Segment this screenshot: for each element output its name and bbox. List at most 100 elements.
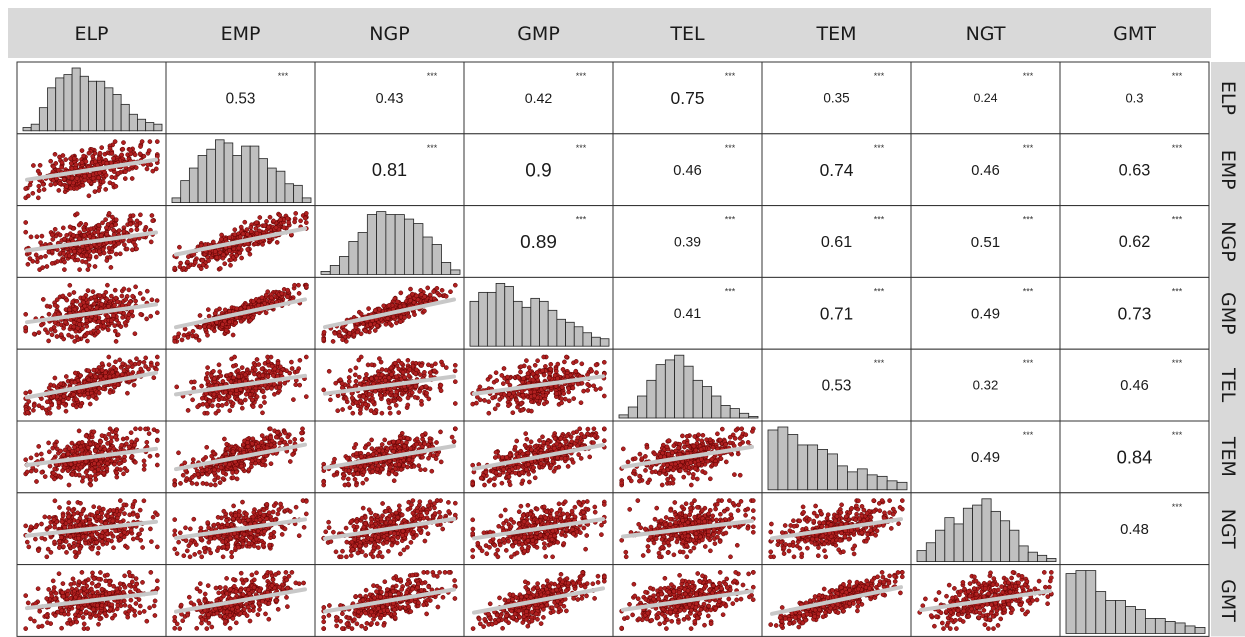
scatter-point [83, 433, 89, 439]
scatter-point [71, 156, 77, 161]
correlation-value: 0.62 [1119, 233, 1151, 251]
scatter-point [23, 186, 29, 191]
scatter-point [56, 188, 62, 193]
scatter-point [35, 168, 41, 174]
scatter-point [100, 465, 105, 471]
scatter-point [40, 297, 46, 302]
scatter-point [249, 464, 254, 470]
scatter-point [482, 398, 487, 403]
column-strip-label: GMP [517, 23, 560, 45]
scatter-point [347, 368, 353, 373]
scatter-point [128, 227, 134, 233]
scatter-point [474, 400, 479, 406]
scatter-point [60, 225, 66, 231]
scatter-point [123, 169, 128, 174]
scatter-point [142, 462, 147, 468]
scatter-point [397, 397, 403, 402]
scatter-point [61, 176, 67, 182]
scatter-point [192, 379, 197, 385]
significance-stars: *** [874, 358, 885, 368]
scatter-point [285, 294, 290, 300]
scatter-point [90, 175, 96, 181]
scatter-point [409, 291, 415, 297]
scatter-point [75, 447, 81, 453]
scatter-point [71, 290, 77, 295]
scatter-point [81, 227, 87, 233]
scatter-point [48, 182, 54, 188]
histogram-bar [431, 244, 442, 275]
scatter-point [287, 370, 293, 376]
scatter-point [46, 311, 52, 317]
scatter-point [56, 400, 62, 405]
histogram-bar [30, 123, 40, 132]
scatter-point [358, 331, 364, 337]
scatter-point [84, 252, 89, 258]
significance-stars: *** [427, 143, 438, 153]
histogram-bar [180, 180, 190, 203]
scatter-point [210, 239, 216, 245]
scatter-point [192, 260, 198, 265]
scatter-point [227, 319, 232, 325]
scatter-point [591, 383, 597, 389]
scatter-point [236, 379, 242, 384]
scatter-point [146, 148, 152, 153]
scatter-point [67, 224, 73, 230]
scatter-point [86, 395, 91, 400]
scatter-point [258, 403, 263, 409]
cell-GMP-TEL: 0.41*** [612, 276, 763, 350]
scatter-point [230, 401, 236, 406]
scatter-point [501, 366, 507, 371]
scatter-point [99, 145, 105, 150]
scatter-point [58, 474, 64, 480]
scatter-point [271, 218, 276, 224]
scatter-point [291, 397, 296, 402]
scatter-point [546, 375, 552, 381]
scatter-point [97, 293, 103, 298]
scatter-point [91, 301, 97, 307]
scatter-point [193, 333, 199, 339]
histogram-bar [249, 145, 260, 204]
scatter-point [230, 363, 236, 369]
scatter-point [376, 306, 382, 312]
scatter-point [77, 236, 82, 242]
scatter-point [92, 189, 98, 194]
scatter-point [31, 163, 36, 168]
scatter-point [369, 437, 374, 443]
row-strip-label: NGT [1217, 509, 1239, 549]
scatter-point [111, 232, 117, 237]
scatter-point [89, 466, 95, 472]
scatter-point [86, 193, 92, 199]
scatter-point [52, 466, 58, 472]
scatter-point [190, 328, 196, 334]
scatter-point [510, 410, 516, 416]
scatter-point [529, 408, 534, 414]
scatter-point [448, 289, 453, 295]
scatter-point [44, 264, 50, 269]
scatter-point [234, 476, 240, 482]
scatter-point [416, 463, 422, 468]
row-strip-label: NGP [1217, 221, 1239, 261]
scatter-point [366, 391, 372, 397]
scatter-point [49, 261, 55, 266]
cell-TEL-EMP [165, 348, 316, 422]
significance-stars: *** [1023, 215, 1034, 225]
scatter-point [96, 156, 102, 161]
scatter-point [256, 362, 262, 367]
scatter-point [340, 407, 345, 412]
cell-TEM-EMP [165, 420, 316, 494]
scatter-point [412, 312, 417, 317]
scatter-point [111, 313, 116, 318]
scatter-point [39, 469, 45, 475]
scatter-point [85, 338, 90, 344]
scatter-point [31, 331, 37, 337]
side-strip-background [1211, 62, 1245, 637]
scatter-point [106, 354, 112, 360]
scatter-point [217, 266, 223, 271]
scatter-point [297, 382, 303, 388]
scatter-point [245, 232, 250, 237]
scatter-point [434, 285, 440, 291]
scatter-point [212, 482, 218, 488]
histogram-bar [197, 155, 208, 203]
scatter-point [65, 468, 71, 474]
scatter-point [598, 386, 603, 391]
